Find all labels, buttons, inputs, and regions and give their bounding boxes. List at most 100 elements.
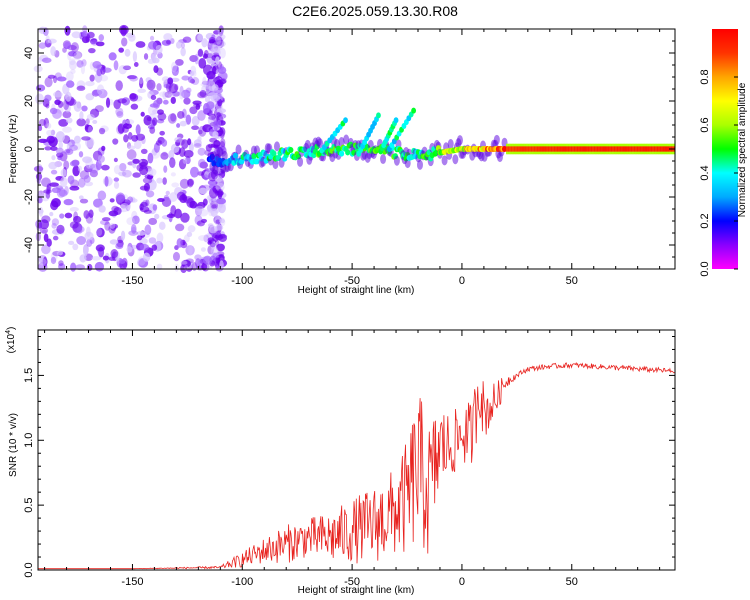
noise-speck — [84, 124, 93, 133]
noise-speck — [193, 143, 202, 148]
noise-speck — [118, 47, 125, 53]
noise-speck — [46, 238, 52, 247]
noise-speck — [56, 147, 64, 155]
ridge-core — [615, 146, 618, 152]
ridge-halo — [304, 139, 311, 150]
noise-speck — [64, 185, 69, 196]
noise-speck — [41, 244, 51, 255]
ridge-core — [641, 146, 644, 152]
noise-speck — [181, 89, 191, 99]
noise-speck — [202, 255, 213, 265]
ridge-core — [519, 146, 522, 152]
ridge-core — [581, 146, 584, 152]
noise-speck — [199, 161, 208, 169]
noise-speck — [218, 25, 224, 35]
ridge-halo — [393, 155, 400, 166]
ridge-core — [649, 146, 651, 152]
noise-speck — [81, 105, 88, 112]
noise-speck — [210, 246, 219, 256]
noise-speck — [209, 36, 216, 44]
noise-speck — [143, 182, 150, 192]
noise-speck — [49, 211, 54, 217]
noise-speck — [86, 113, 95, 121]
noise-speck — [80, 63, 86, 75]
noise-speck — [77, 165, 83, 172]
ridge-core — [599, 146, 602, 152]
noise-speck — [64, 212, 73, 219]
ridge-core — [553, 146, 556, 152]
snr-plot — [38, 362, 675, 570]
noise-speck — [50, 256, 57, 265]
noise-speck — [197, 110, 206, 121]
noise-speck — [185, 245, 195, 256]
ridge-core — [566, 146, 568, 152]
streak-blob — [376, 112, 381, 119]
ridge-core — [539, 146, 542, 152]
noise-speck — [131, 134, 139, 142]
noise-speck — [51, 155, 56, 161]
noise-speck — [215, 36, 221, 45]
noise-speck — [128, 145, 136, 150]
noise-speck — [198, 125, 207, 137]
noise-speck — [41, 229, 47, 234]
noise-speck — [180, 42, 186, 49]
ridge-halo — [343, 134, 350, 145]
noise-speck — [35, 93, 44, 105]
noise-speck — [74, 135, 81, 144]
ridge-halo — [380, 154, 387, 165]
spec-xtick-label: -100 — [231, 275, 253, 287]
noise-speck — [215, 56, 220, 65]
ridge-core — [592, 146, 594, 152]
noise-speck — [47, 38, 57, 44]
noise-speck — [181, 139, 189, 149]
noise-speck — [131, 215, 140, 225]
noise-speck — [206, 42, 217, 49]
noise-speck — [78, 151, 84, 158]
ridge-core — [638, 146, 641, 152]
ridge-core — [650, 146, 653, 152]
noise-speck — [37, 197, 43, 204]
noise-speck — [58, 263, 66, 271]
ridge-core — [582, 146, 585, 152]
snr-xtick-label: 0 — [459, 576, 465, 588]
noise-speck — [182, 157, 187, 164]
noise-speck — [148, 237, 157, 244]
noise-speck — [78, 177, 86, 188]
noise-speck — [208, 107, 213, 116]
ridge-halo — [447, 139, 454, 150]
noise-speck — [147, 105, 157, 116]
ridge-blob — [232, 152, 239, 159]
ridge-core — [556, 146, 559, 152]
noise-speck — [216, 243, 225, 252]
ridge-core — [665, 146, 668, 152]
noise-speck — [88, 164, 96, 169]
noise-speck — [55, 131, 65, 143]
ridge-core — [524, 146, 527, 152]
ridge-halo — [456, 135, 463, 146]
noise-speck — [191, 115, 200, 126]
noise-speck — [144, 174, 154, 179]
noise-speck — [64, 25, 71, 36]
noise-speck — [145, 199, 150, 207]
spectrogram-ylabel: Frequency (Hz) — [8, 115, 19, 184]
noise-speck — [81, 136, 91, 141]
noise-speck — [149, 35, 155, 41]
ridge-core — [633, 146, 636, 152]
noise-speck — [213, 30, 220, 35]
noise-speck — [52, 235, 59, 241]
ridge-core — [601, 146, 604, 152]
noise-speck — [115, 107, 124, 117]
noise-speck — [143, 209, 152, 214]
noise-speck — [190, 166, 199, 178]
noise-speck — [97, 190, 107, 201]
noise-speck — [155, 44, 163, 55]
noise-speck — [57, 250, 63, 256]
noise-speck — [165, 190, 170, 196]
noise-speck — [156, 232, 164, 244]
ridge-core — [619, 146, 622, 152]
noise-speck — [156, 177, 163, 184]
noise-speck — [132, 172, 141, 178]
ridge-core — [561, 146, 564, 152]
ridge-core — [544, 146, 547, 152]
